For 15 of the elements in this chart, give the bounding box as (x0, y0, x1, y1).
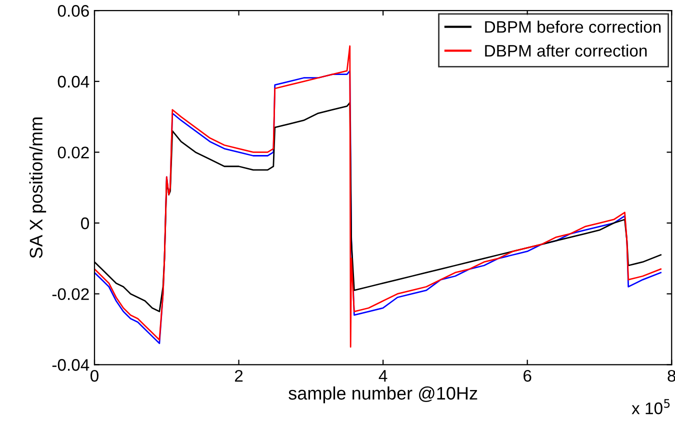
y-tick-label: 0.06 (58, 5, 89, 17)
x-tick-label: 4 (378, 370, 388, 382)
y-tick-label: -0.04 (52, 359, 90, 371)
y-tick-label: -0.02 (52, 288, 89, 300)
y-tick-label: 0.02 (58, 146, 89, 158)
legend-label: DBPM before correction (485, 20, 661, 33)
y-axis-title: SA X position/mm (29, 118, 46, 258)
legend-label: DBPM after correction (485, 44, 647, 57)
text: x 10$^{5}$ (632, 399, 670, 414)
x-tick-label: 0 (90, 370, 98, 382)
y-tick-label: 0.04 (58, 76, 90, 88)
x-tick-label: 6 (524, 370, 532, 382)
y-tick-label: 0 (81, 217, 89, 230)
x-axis-title: sample number @10Hz (288, 386, 478, 404)
x-tick-label: 2 (234, 370, 243, 382)
